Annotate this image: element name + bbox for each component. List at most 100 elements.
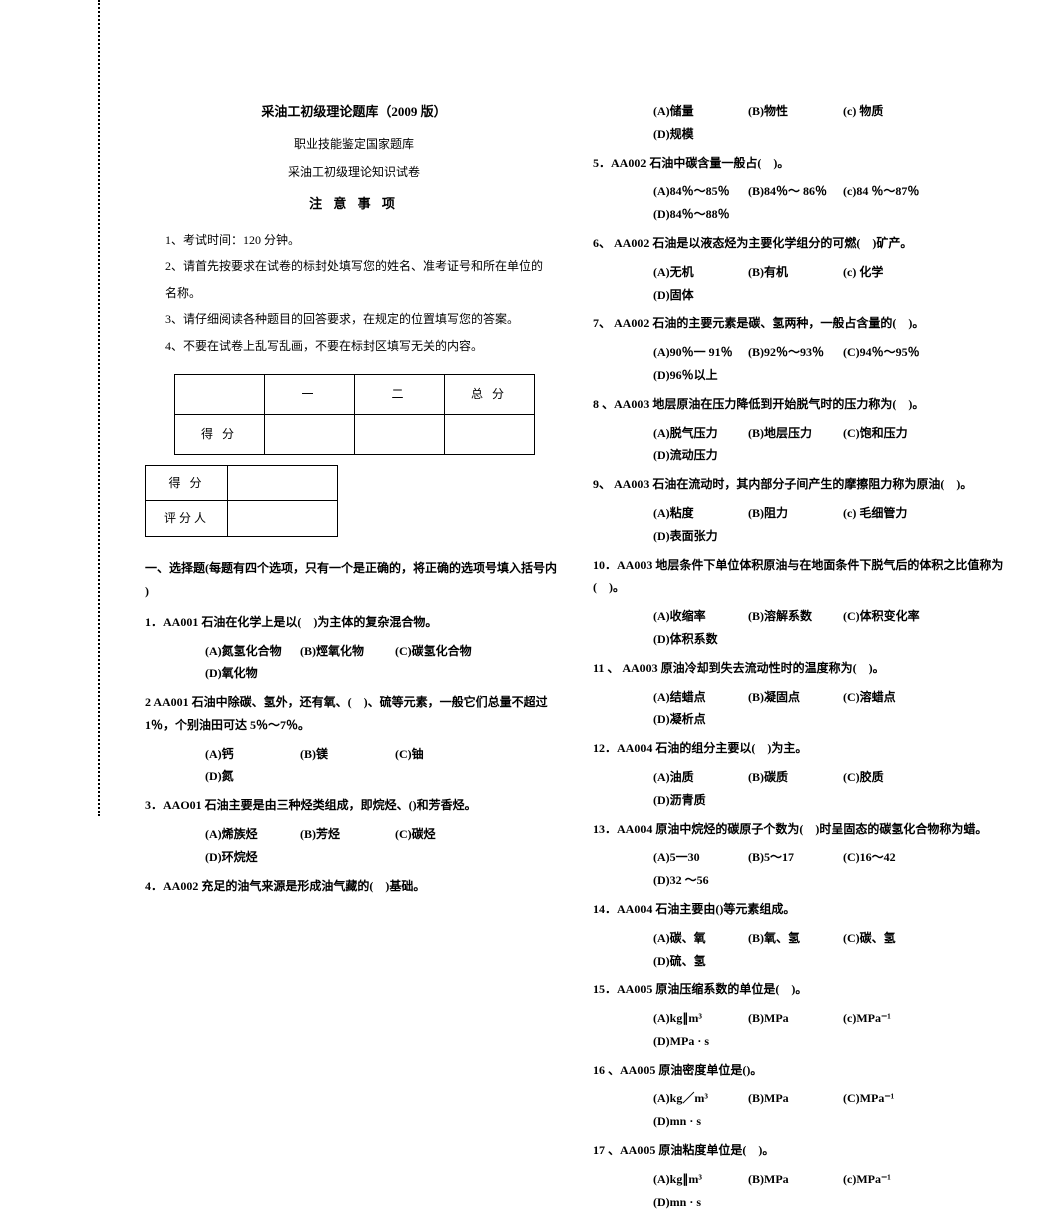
option: (A)烯族烃 (205, 823, 300, 846)
left-column: 采油工初级理论题库（2009 版） 职业技能鉴定国家题库 采油工初级理论知识试卷… (130, 100, 578, 786)
option: (D)32 ～56 (653, 869, 748, 892)
option: (B)92％～93％ (748, 341, 843, 364)
option: (B)5～17 (748, 846, 843, 869)
option: (C)胶质 (843, 766, 938, 789)
option: (c) 化学 (843, 261, 938, 284)
score-cell (264, 414, 354, 454)
question-options: (A)粘度(B)阻力(c) 毛细管力(D)表面张力 (593, 502, 1011, 548)
option: (B)凝固点 (748, 686, 843, 709)
question-options: (A)碳、氧(B)氧、氢(C)碳、氢 (D)硫、氢 (593, 927, 1011, 973)
option: (D)表面张力 (653, 525, 748, 548)
option: (B)溶解系数 (748, 605, 843, 628)
option: (B)碳质 (748, 766, 843, 789)
grader-name-label: 评分人 (146, 501, 228, 537)
question-text: 5．AA002 石油中碳含量一般占( )。 (593, 152, 1011, 175)
question-options: (A)无机(B)有机(c) 化学 (D)固体 (593, 261, 1011, 307)
option: (C)饱和压力 (843, 422, 938, 445)
option: (A)碳、氧 (653, 927, 748, 950)
question-text: 9、 AA003 石油在流动时，其内部分子间产生的摩擦阻力称为原油( )。 (593, 473, 1011, 496)
instruction-item: 1、考试时间：120 分钟。 (165, 227, 543, 253)
question-text: 13．AA004 原油中烷烃的碳原子个数为( )时呈固态的碳氢化合物称为蜡。 (593, 818, 1011, 841)
option: (B)氧、氢 (748, 927, 843, 950)
option: (B)芳烃 (300, 823, 395, 846)
score-col1: 一 (264, 374, 354, 414)
grader-score-label: 得 分 (146, 465, 228, 501)
option: (A)kg／m³ (653, 1087, 748, 1110)
option: (B)有机 (748, 261, 843, 284)
left-questions: 1．AA001 石油在化学上是以( )为主体的复杂混合物。 (A)氮氢化合物(B)… (145, 611, 563, 898)
question-text: 10．AA003 地层条件下单位体积原油与在地面条件下脱气后的体积之比值称为( … (593, 554, 1011, 600)
option: (A)脱气压力 (653, 422, 748, 445)
option: (D)凝析点 (653, 708, 748, 731)
option: (C)MPa⁻¹ (843, 1087, 938, 1110)
question-text: 6、 AA002 石油是以液态烃为主要化学组分的可燃( )矿产。 (593, 232, 1011, 255)
option: (c) 物质 (843, 100, 938, 123)
option: (D)MPa · s (653, 1030, 748, 1053)
option: (A)油质 (653, 766, 748, 789)
option: (B)MPa (748, 1168, 843, 1191)
option: (D)固体 (653, 284, 748, 307)
question-options: (A)kg∥m³(B)MPa(c)MPa⁻¹(D)MPa · s (593, 1007, 1011, 1053)
option: (A)结蜡点 (653, 686, 748, 709)
binding-margin (0, 0, 100, 816)
option: (C)溶蜡点 (843, 686, 938, 709)
question-text: 14．AA004 石油主要由()等元素组成。 (593, 898, 1011, 921)
question-options: (A)烯族烃(B)芳烃(C)碳烃(D)环烷烃 (145, 823, 563, 869)
option: (A)无机 (653, 261, 748, 284)
score-col3: 总 分 (444, 374, 534, 414)
option: (A)储量 (653, 100, 748, 123)
option: (A)84％～85％ (653, 180, 748, 203)
notice-head: 注 意 事 项 (145, 192, 563, 217)
option: (B)84％～ 86％ (748, 180, 843, 203)
option: (B)MPa (748, 1087, 843, 1110)
doc-title: 采油工初级理论题库（2009 版） (145, 100, 563, 125)
page-content: 采油工初级理论题库（2009 版） 职业技能鉴定国家题库 采油工初级理论知识试卷… (100, 0, 1056, 816)
option: (D)氮 (205, 765, 300, 788)
question-options: (A)kg∥m³(B)MPa(c)MPa⁻¹(D)mn · s (593, 1168, 1011, 1213)
grader-cell (228, 465, 338, 501)
option: (D)流动压力 (653, 444, 748, 467)
instruction-item: 2、请首先按要求在试卷的标封处填写您的姓名、准考证号和所在单位的名称。 (165, 253, 543, 306)
instruction-item: 3、请仔细阅读各种题目的回答要求，在规定的位置填写您的答案。 (165, 306, 543, 332)
option: (D)mn · s (653, 1191, 748, 1213)
option: (A)收缩率 (653, 605, 748, 628)
question-options: (A)5一30(B)5～17(C)16～42(D)32 ～56 (593, 846, 1011, 892)
option: (D)84％～88％ (653, 203, 748, 226)
question-text: 16 、AA005 原油密度单位是()。 (593, 1059, 1011, 1082)
question-options: (A)结蜡点(B)凝固点(C)溶蜡点 (D)凝析点 (593, 686, 1011, 732)
option: (c)MPa⁻¹ (843, 1168, 938, 1191)
option: (B)阻力 (748, 502, 843, 525)
option: (A)kg∥m³ (653, 1007, 748, 1030)
question-text: 17 、AA005 原油粘度单位是( )。 (593, 1139, 1011, 1162)
question-text: 1．AA001 石油在化学上是以( )为主体的复杂混合物。 (145, 611, 563, 634)
question-text: 7、 AA002 石油的主要元素是碳、氢两种，一般占含量的( )。 (593, 312, 1011, 335)
question-options: (A)氮氢化合物(B)烴氧化物(C)碳氢化合物(D)氧化物 (145, 640, 563, 686)
question-options: (A)收缩率(B)溶解系数(C)体积变化率(D)体积系数 (593, 605, 1011, 651)
option: (c)MPa⁻¹ (843, 1007, 938, 1030)
option: (A)钙 (205, 743, 300, 766)
option: (C)碳、氢 (843, 927, 938, 950)
option: (D)mn · s (653, 1110, 748, 1133)
question-options: (A)kg／m³(B)MPa(C)MPa⁻¹ (D)mn · s (593, 1087, 1011, 1133)
option: (A)90％一 91％ (653, 341, 748, 364)
grader-cell (228, 501, 338, 537)
option: (D)氧化物 (205, 662, 300, 685)
option: (C)铀 (395, 743, 490, 766)
option: (D)硫、氢 (653, 950, 748, 973)
option: (B)烴氧化物 (300, 640, 395, 663)
question-text: 15．AA005 原油压缩系数的单位是( )。 (593, 978, 1011, 1001)
score-blank (174, 374, 264, 414)
question-options: (A)储量(B)物性(c) 物质 (D)规模 (593, 100, 1011, 146)
option: (B)物性 (748, 100, 843, 123)
right-questions: (A)储量(B)物性(c) 物质 (D)规模 5．AA002 石油中碳含量一般占( … (593, 100, 1011, 1213)
score-table: 一 二 总 分 得 分 (174, 374, 535, 455)
option: (c) 毛细管力 (843, 502, 938, 525)
question-text: 3．AAO01 石油主要是由三种烃类组成，即烷烃、()和芳香烃。 (145, 794, 563, 817)
option: (c)84 ％～87％ (843, 180, 938, 203)
option: (D)96％以上 (653, 364, 748, 387)
doc-subtitle1: 职业技能鉴定国家题库 (145, 133, 563, 156)
question-text: 12．AA004 石油的组分主要以( )为主。 (593, 737, 1011, 760)
option: (D)规模 (653, 123, 748, 146)
option: (C)碳烃 (395, 823, 490, 846)
option: (D)沥青质 (653, 789, 748, 812)
